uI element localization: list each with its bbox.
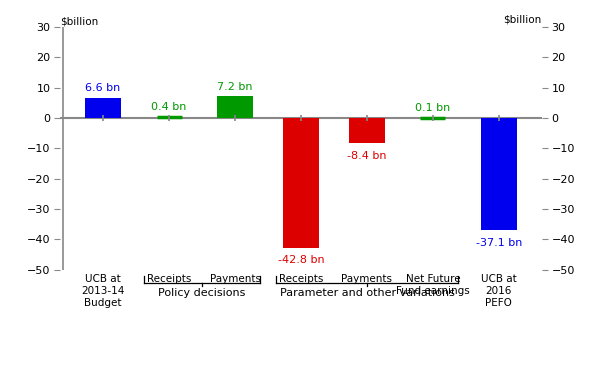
Bar: [85, 98, 121, 118]
Bar: [283, 118, 319, 248]
Text: -8.4 bn: -8.4 bn: [347, 151, 386, 161]
Text: Policy decisions: Policy decisions: [158, 288, 246, 298]
Text: Parameter and other variations: Parameter and other variations: [279, 288, 455, 298]
Bar: [481, 118, 517, 230]
Text: 7.2 bn: 7.2 bn: [217, 82, 253, 92]
Text: $billion: $billion: [503, 15, 542, 25]
Text: 6.6 bn: 6.6 bn: [85, 83, 121, 93]
Text: 0.4 bn: 0.4 bn: [151, 102, 187, 112]
Bar: [217, 96, 253, 118]
Text: -37.1 bn: -37.1 bn: [476, 238, 522, 248]
Text: -42.8 bn: -42.8 bn: [278, 255, 324, 265]
Text: 0.1 bn: 0.1 bn: [415, 103, 450, 113]
Text: $billion: $billion: [60, 17, 99, 27]
Bar: [349, 118, 385, 143]
